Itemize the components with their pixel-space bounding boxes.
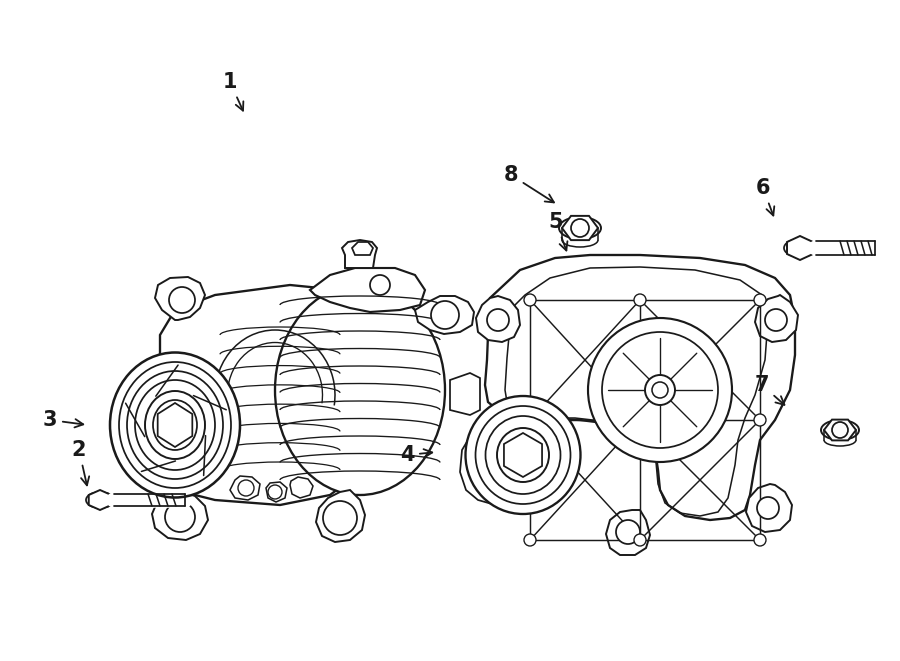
Polygon shape	[746, 484, 792, 532]
Circle shape	[431, 301, 459, 329]
Circle shape	[616, 520, 640, 544]
Polygon shape	[89, 490, 112, 510]
Circle shape	[323, 501, 357, 535]
Circle shape	[268, 485, 282, 499]
Polygon shape	[485, 255, 795, 520]
Circle shape	[634, 534, 646, 546]
Polygon shape	[824, 420, 856, 440]
Polygon shape	[787, 236, 813, 260]
Polygon shape	[476, 296, 520, 342]
Circle shape	[524, 414, 536, 426]
Polygon shape	[230, 476, 260, 500]
Polygon shape	[155, 277, 205, 320]
Ellipse shape	[86, 492, 114, 508]
Circle shape	[588, 318, 732, 462]
Circle shape	[754, 414, 766, 426]
Ellipse shape	[784, 239, 816, 257]
Ellipse shape	[275, 285, 445, 495]
Ellipse shape	[110, 352, 240, 498]
Ellipse shape	[465, 396, 580, 514]
Polygon shape	[290, 477, 313, 498]
Polygon shape	[152, 490, 208, 540]
Circle shape	[634, 294, 646, 306]
Text: 6: 6	[756, 178, 774, 215]
Circle shape	[524, 534, 536, 546]
Text: 5: 5	[549, 212, 567, 251]
Circle shape	[165, 502, 195, 532]
Circle shape	[645, 375, 675, 405]
Text: 8: 8	[504, 165, 554, 202]
Circle shape	[754, 534, 766, 546]
Text: 1: 1	[223, 72, 243, 110]
Polygon shape	[415, 296, 474, 334]
Polygon shape	[606, 510, 650, 555]
Polygon shape	[352, 242, 373, 255]
Circle shape	[571, 219, 589, 237]
Polygon shape	[460, 415, 520, 504]
Circle shape	[238, 480, 254, 496]
Text: 7: 7	[755, 375, 785, 405]
Polygon shape	[316, 490, 365, 542]
Circle shape	[754, 294, 766, 306]
Polygon shape	[160, 285, 350, 505]
Polygon shape	[755, 295, 798, 342]
Polygon shape	[342, 240, 377, 268]
Text: 4: 4	[400, 445, 432, 465]
Polygon shape	[266, 482, 287, 502]
Polygon shape	[562, 216, 598, 240]
Ellipse shape	[497, 428, 549, 482]
Text: 2: 2	[72, 440, 89, 485]
Ellipse shape	[145, 391, 205, 459]
Circle shape	[524, 294, 536, 306]
Polygon shape	[310, 268, 425, 312]
Circle shape	[487, 309, 509, 331]
Polygon shape	[450, 373, 480, 415]
Circle shape	[370, 275, 390, 295]
Circle shape	[832, 422, 848, 438]
Circle shape	[169, 287, 195, 313]
Polygon shape	[158, 403, 193, 447]
Ellipse shape	[821, 420, 859, 440]
Text: 3: 3	[43, 410, 83, 430]
Circle shape	[757, 497, 779, 519]
Polygon shape	[504, 433, 542, 477]
Ellipse shape	[559, 217, 601, 239]
Circle shape	[765, 309, 787, 331]
